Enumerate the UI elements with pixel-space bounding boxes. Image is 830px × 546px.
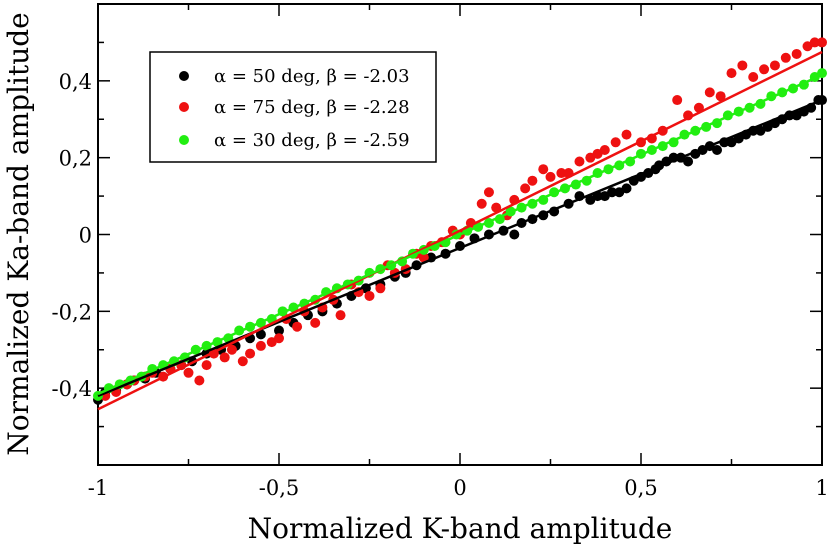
data-point (621, 183, 632, 194)
data-point (219, 352, 230, 363)
data-point (274, 325, 284, 336)
ticks-layer: -1 -0,5 0 0,5 1 -0,4 -0,2 0 0,2 0,4 (52, 4, 829, 500)
x-tick-label: 1 (815, 476, 828, 500)
data-point (538, 164, 549, 175)
data-point (375, 283, 386, 294)
y-tick-label: 0 (79, 224, 92, 248)
legend-label-red: α = 75 deg, β = -2.28 (214, 97, 410, 118)
data-point (574, 156, 585, 167)
legend-box (149, 51, 437, 163)
data-point (769, 60, 780, 71)
data-point (599, 144, 610, 155)
data-point (748, 71, 759, 82)
data-point (737, 60, 748, 71)
legend-marker-green (179, 135, 189, 145)
fits-layer (97, 50, 823, 411)
data-point (483, 187, 494, 198)
data-point (712, 144, 723, 155)
data-point (726, 68, 737, 79)
data-point (274, 333, 284, 344)
data-point (255, 340, 266, 351)
data-point (610, 137, 621, 148)
data-point (364, 290, 375, 301)
data-point (817, 37, 827, 48)
fit-line (97, 73, 823, 396)
data-point (476, 198, 487, 209)
data-point (780, 52, 791, 63)
data-point (201, 360, 212, 371)
data-point (491, 202, 502, 213)
data-point (621, 129, 632, 140)
data-point (292, 321, 303, 332)
data-point (509, 229, 520, 240)
data-point (527, 175, 538, 186)
y-tick-label: -0,4 (52, 377, 93, 401)
data-point (194, 375, 205, 386)
fit-line (97, 50, 823, 411)
data-point (704, 87, 715, 98)
data-point (809, 37, 820, 48)
data-point (791, 48, 802, 59)
data-point (715, 91, 726, 102)
data-point (418, 252, 429, 263)
legend-label-black: α = 50 deg, β = -2.03 (214, 66, 410, 87)
x-axis-title: Normalized K-band amplitude (248, 512, 673, 545)
legend-marker-red (179, 102, 189, 112)
data-point (245, 348, 256, 359)
data-point (335, 310, 346, 321)
data-point (607, 187, 618, 198)
data-point (759, 64, 770, 75)
legend: α = 50 deg, β = -2.03 α = 75 deg, β = -2… (149, 51, 437, 163)
fit-line (97, 98, 823, 398)
legend-marker-black (179, 71, 189, 81)
data-point (520, 183, 531, 194)
y-axis-title: Normalized Ka-band amplitude (2, 12, 35, 455)
data-point (183, 367, 194, 378)
x-tick-label: 0 (453, 476, 466, 500)
x-tick-label: 0,5 (624, 476, 657, 500)
data-point (226, 344, 237, 355)
data-point (672, 95, 683, 106)
data-point (310, 317, 321, 328)
x-tick-label: -0,5 (259, 476, 300, 500)
data-point (255, 329, 266, 340)
data-point (237, 356, 248, 367)
x-tick-label: -1 (88, 476, 108, 500)
data-point (683, 156, 694, 167)
legend-label-green: α = 30 deg, β = -2.59 (214, 130, 410, 151)
data-point (556, 168, 567, 179)
y-tick-label: -0,2 (52, 300, 93, 324)
y-tick-label: 0,4 (59, 70, 92, 94)
y-tick-label: 0,2 (59, 147, 92, 171)
data-point (545, 171, 556, 182)
